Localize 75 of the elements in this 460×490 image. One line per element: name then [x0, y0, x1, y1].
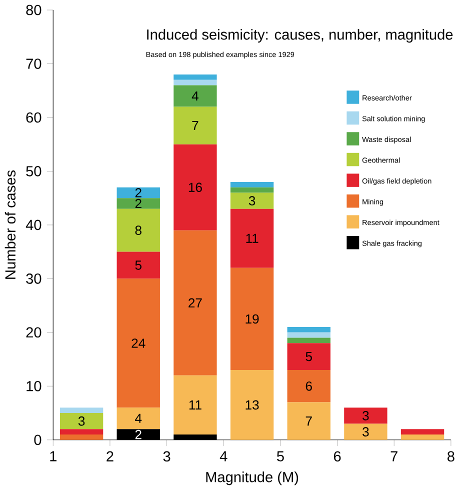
text: Induced seismicity: causes, number, magnitude: [147, 29, 453, 43]
bar: [116, 187, 160, 198]
bar: [230, 268, 274, 370]
data-label: 6: [306, 381, 312, 391]
bar: [287, 402, 331, 440]
data-label: 13: [246, 400, 259, 410]
bar: [174, 375, 217, 434]
y-tick-label: 0: [34, 434, 42, 446]
data-label: 3: [248, 196, 256, 206]
data-label: 7: [192, 121, 198, 130]
y-tick-label: 10: [26, 380, 42, 392]
bar: [116, 208, 160, 252]
data-label: 27: [188, 298, 202, 308]
bar: [230, 182, 274, 188]
bar: [230, 192, 274, 209]
data-label: 7: [306, 416, 312, 426]
x-tick-label: 5: [277, 451, 284, 462]
x-tick-label: 3: [163, 451, 170, 462]
bar: [287, 327, 331, 332]
data-label: 4: [135, 414, 142, 423]
data-label: 19: [246, 314, 259, 324]
bar: [230, 370, 274, 440]
y-tick-label: 40: [26, 220, 42, 230]
x-tick-label: 2: [106, 451, 114, 462]
bar: [60, 434, 104, 440]
bar: [174, 74, 217, 80]
data-label: 5: [306, 352, 312, 362]
data-label: 24: [132, 338, 146, 348]
data-label: 3: [362, 411, 369, 420]
y-tick-label: 80: [26, 4, 42, 16]
data-label: 2: [135, 198, 142, 208]
bar: [401, 434, 444, 440]
data-label: 2: [135, 188, 142, 198]
bar: [174, 80, 217, 86]
data-label: 16: [189, 182, 202, 192]
bar: [116, 252, 160, 279]
y-tick-label: 50: [26, 166, 42, 176]
data-label: 11: [189, 400, 202, 410]
bar: [230, 208, 274, 268]
data-label: 11: [246, 234, 258, 243]
data-label: 3: [362, 427, 369, 436]
data-label: 3: [78, 416, 85, 426]
x-axis-title: Magnitude (M): [206, 472, 298, 486]
bar: [287, 370, 331, 402]
data-label: 2: [135, 430, 142, 440]
y-tick-label: 30: [26, 274, 42, 284]
bar: [287, 332, 331, 338]
y-tick-label: 60: [26, 112, 42, 123]
bar: [174, 85, 217, 107]
data-label: 8: [135, 226, 142, 235]
bar: [287, 338, 331, 344]
bar: [60, 413, 104, 430]
x-tick-label: 8: [448, 451, 454, 462]
bar: [230, 187, 274, 193]
bar: [116, 408, 160, 430]
bar: [60, 408, 104, 414]
bar: [287, 343, 331, 370]
data-label: 5: [135, 260, 142, 270]
x-tick-label: 7: [390, 451, 398, 462]
bar: [401, 429, 444, 434]
x-tick-label: 1: [50, 451, 57, 462]
bar: [344, 424, 388, 440]
y-axis-title: Number of cases: [4, 170, 16, 279]
bar: [174, 106, 217, 144]
bar: [60, 429, 104, 434]
data-label: 4: [192, 91, 199, 100]
bar: [116, 198, 160, 209]
x-tick-label: 4: [220, 451, 228, 462]
bar: [344, 408, 388, 424]
y-tick-label: 70: [26, 58, 42, 69]
y-tick-label: 20: [26, 327, 42, 338]
bar: [116, 278, 160, 408]
bar: [174, 144, 217, 230]
bar: [174, 230, 217, 376]
x-tick-label: 6: [334, 451, 341, 462]
